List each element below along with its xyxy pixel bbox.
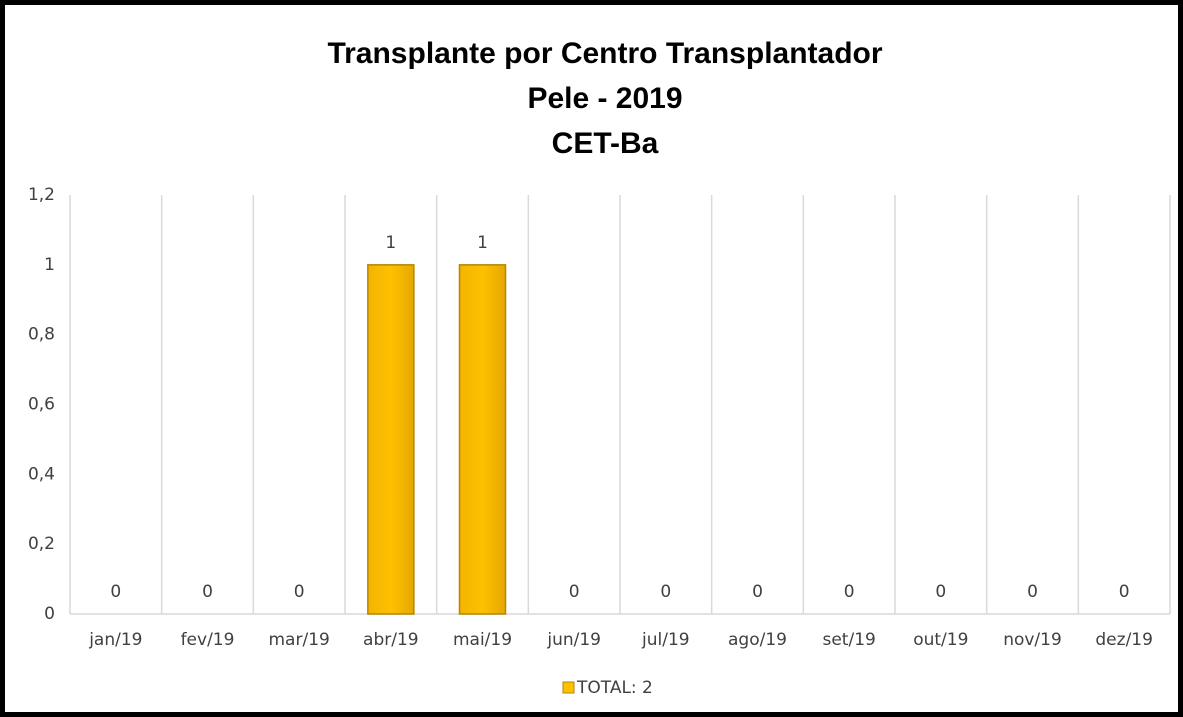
data-label: 0 [1027,582,1038,602]
data-label: 0 [660,582,671,602]
bar [367,264,415,615]
y-tick-label: 0,8 [28,325,55,345]
x-tick-label: jun/19 [546,630,601,650]
y-tick-label: 0,2 [28,534,55,554]
data-label: 0 [110,582,121,602]
bar [458,264,507,615]
legend-swatch [562,681,575,694]
data-label: 1 [385,233,396,253]
x-tick-label: jul/19 [641,630,690,650]
legend-label: TOTAL: 2 [576,678,653,698]
x-tick-label: out/19 [913,630,968,650]
data-label: 0 [202,582,213,602]
data-label: 0 [844,582,855,602]
data-label: 0 [752,582,763,602]
data-label: 0 [1119,582,1130,602]
x-tick-label: mar/19 [269,630,330,650]
x-tick-label: mai/19 [453,630,512,650]
y-tick-label: 0 [44,604,55,624]
x-tick-label: dez/19 [1095,630,1153,650]
y-tick-label: 1,2 [28,185,55,205]
data-label: 0 [935,582,946,602]
x-tick-label: ago/19 [728,630,787,650]
data-label: 0 [294,582,305,602]
x-tick-label: fev/19 [181,630,235,650]
y-tick-label: 0,4 [28,464,55,484]
data-label: 1 [477,233,488,253]
x-tick-label: set/19 [822,630,875,650]
data-label: 0 [569,582,580,602]
y-tick-label: 1 [44,255,55,275]
y-tick-label: 0,6 [28,395,55,415]
x-tick-label: abr/19 [363,630,419,650]
chart-title: Transplante por Centro Transplantador [327,37,882,70]
x-tick-label: jan/19 [88,630,142,650]
x-tick-label: nov/19 [1003,630,1062,650]
chart-title: CET-Ba [552,127,659,160]
chart-title: Pele - 2019 [527,82,682,115]
